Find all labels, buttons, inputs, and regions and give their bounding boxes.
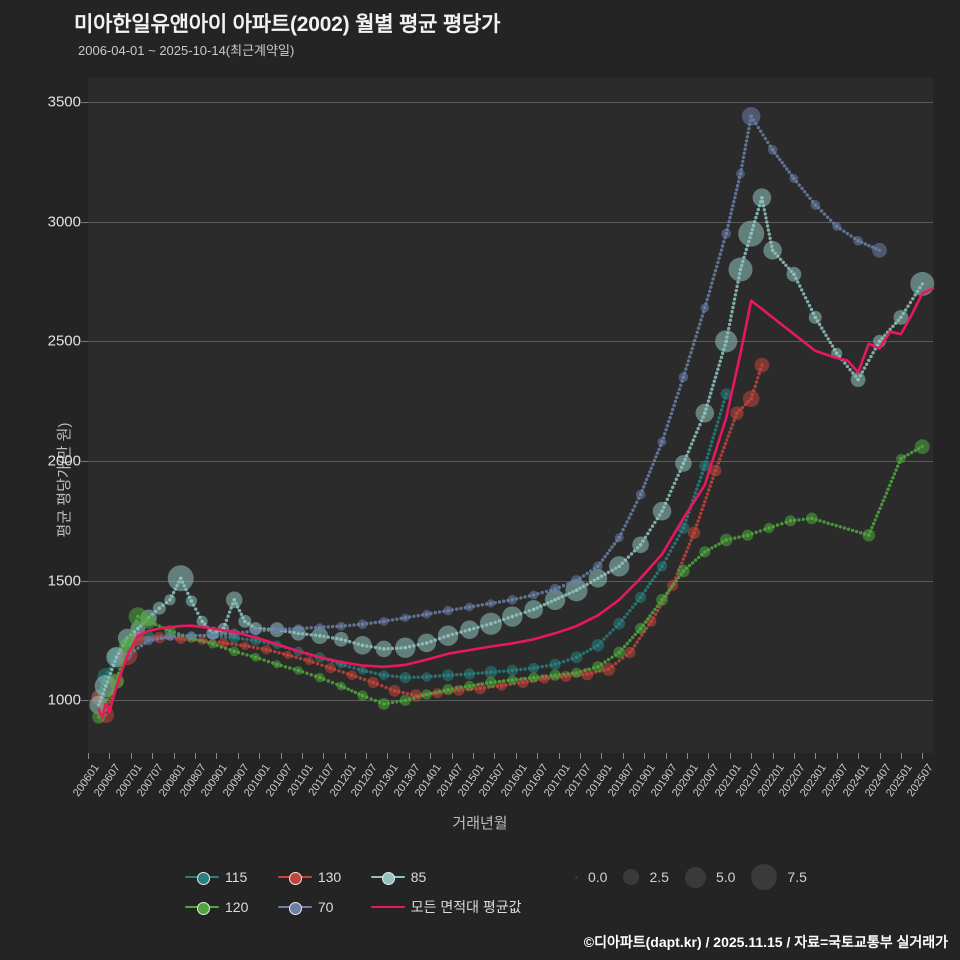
x-tick-mark — [194, 753, 196, 759]
size-legend-label: 5.0 — [715, 869, 736, 885]
x-tick-mark — [879, 753, 881, 759]
gridline — [88, 341, 933, 343]
legend-item-label: 70 — [317, 899, 334, 915]
x-axis-label: 거래년월 — [452, 815, 508, 832]
x-tick-mark — [686, 753, 688, 759]
x-tick-mark — [793, 753, 795, 759]
x-tick-mark — [900, 753, 902, 759]
x-tick-mark — [387, 753, 389, 759]
y-tick-mark — [81, 580, 88, 582]
y-tick-label: 1000 — [47, 691, 81, 709]
legend-swatch-icon — [370, 900, 405, 914]
size-legend: 0.0 2.5 5.0 7.5 — [575, 862, 823, 892]
gridline — [88, 580, 933, 582]
x-tick-mark — [494, 753, 496, 759]
legend-item-70[interactable]: 70 — [277, 899, 355, 915]
gridline — [88, 460, 933, 462]
y-tick-mark — [81, 700, 88, 702]
y-axis-label: 평균 평당가(만 원) — [55, 422, 73, 538]
y-tick-label: 3500 — [47, 93, 81, 111]
plot-area: 1000 1500 2000 2500 3000 3500 200601 200607 200… — [48, 78, 936, 799]
x-tick-mark — [751, 753, 753, 759]
x-tick-mark — [109, 753, 111, 759]
x-tick-mark — [366, 753, 368, 759]
legend-item-모든 면적대 평균값[interactable]: 모든 면적대 평균값 — [370, 897, 535, 917]
page-title: 미아한일유앤아이 아파트(2002) 월별 평균 평당가 — [74, 13, 501, 36]
y-tick-label: 2000 — [47, 452, 81, 470]
footer-credit: ©디아파트(dapt.kr) / 2025.11.15 / 자료=국토교통부 실… — [583, 934, 948, 950]
x-tick-mark — [580, 753, 582, 759]
series-120 — [92, 439, 930, 724]
x-tick-mark — [173, 753, 175, 759]
series-layer — [89, 107, 935, 724]
x-tick-mark — [729, 753, 731, 759]
legend-item-label: 120 — [225, 899, 249, 915]
legend-swatch-icon — [277, 870, 312, 885]
x-tick-mark — [772, 753, 774, 759]
y-tick-label: 3000 — [47, 213, 81, 231]
x-tick-mark — [473, 753, 475, 759]
x-tick-mark — [836, 753, 838, 759]
x-tick-mark — [259, 753, 261, 759]
legend-swatch-icon — [370, 870, 405, 885]
x-tick-mark — [216, 753, 218, 759]
series-모든 면적대 평균값 — [97, 287, 935, 719]
x-tick-mark — [152, 753, 154, 759]
size-legend-label: 0.0 — [588, 869, 608, 885]
page-subtitle: 2006-04-01 ~ 2025-10-14(최근계약일) — [78, 43, 295, 58]
size-legend-bubble — [751, 864, 778, 890]
legend-item-120[interactable]: 120 — [185, 899, 262, 915]
legend-item-label: 115 — [225, 869, 248, 885]
x-tick-mark — [88, 753, 89, 759]
y-tick-label: 2500 — [47, 332, 81, 350]
legend-item-85[interactable]: 85 — [370, 869, 535, 885]
legend-item-115[interactable]: 115 — [185, 869, 262, 885]
y-tick-mark — [81, 341, 88, 343]
x-tick-mark — [601, 753, 603, 759]
gridline — [88, 700, 933, 702]
x-tick-mark — [323, 753, 325, 759]
legend-item-label: 모든 면적대 평균값 — [410, 899, 522, 915]
y-tick-label: 1500 — [47, 572, 81, 590]
x-tick-mark — [558, 753, 560, 759]
size-legend-label: 7.5 — [787, 869, 807, 885]
gridline — [88, 221, 933, 223]
x-tick-mark — [237, 753, 239, 759]
y-tick-mark — [81, 221, 88, 223]
x-tick-mark — [922, 753, 924, 759]
size-legend-bubble — [684, 866, 706, 888]
x-tick-mark — [622, 753, 624, 759]
x-tick-mark — [301, 753, 303, 759]
size-legend-label: 2.5 — [649, 869, 669, 885]
legend-swatch-icon — [185, 870, 219, 885]
y-tick-mark — [81, 460, 88, 462]
series-130 — [91, 357, 770, 723]
legend-swatch-icon — [277, 900, 312, 915]
x-tick-mark — [430, 753, 432, 759]
x-tick-mark — [708, 753, 710, 759]
x-tick-mark — [858, 753, 860, 759]
x-tick-mark — [537, 753, 539, 759]
x-tick-mark — [451, 753, 453, 759]
series-legend: 115 130 85 120 70 모든 면적대 평균값 — [185, 862, 545, 922]
gridline — [88, 101, 933, 103]
x-tick-mark — [130, 753, 132, 759]
size-legend-bubble — [623, 869, 640, 885]
legend-item-label: 130 — [317, 869, 342, 885]
x-tick-mark — [280, 753, 282, 759]
x-tick-mark — [408, 753, 410, 759]
y-tick-mark — [81, 101, 88, 103]
legend-swatch-icon — [185, 900, 219, 915]
x-tick-mark — [644, 753, 646, 759]
x-tick-mark — [815, 753, 817, 759]
legend-item-130[interactable]: 130 — [277, 869, 355, 885]
legend-item-label: 85 — [410, 869, 427, 885]
series-70 — [122, 107, 887, 661]
size-legend-bubble — [575, 875, 578, 879]
x-tick-mark — [665, 753, 667, 759]
x-tick-mark — [515, 753, 517, 759]
x-tick-mark — [344, 753, 346, 759]
